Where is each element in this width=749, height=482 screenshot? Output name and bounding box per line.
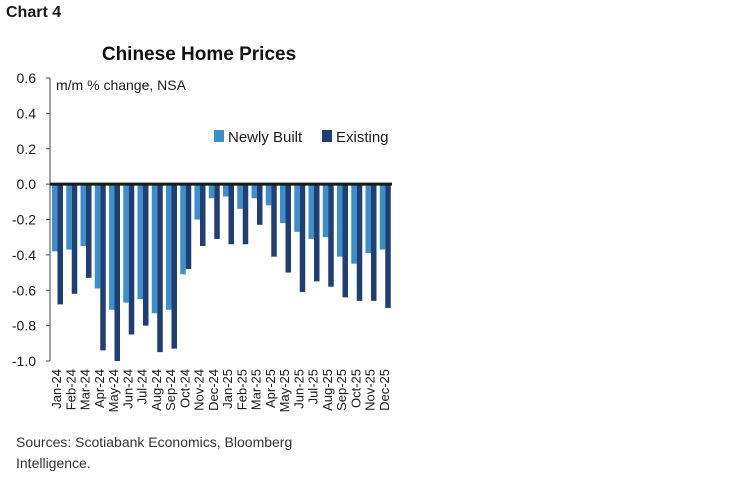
bar-existing bbox=[114, 184, 120, 361]
x-tick-label: May-25 bbox=[277, 369, 292, 412]
bar-newly-built bbox=[294, 184, 300, 232]
bar-newly-built bbox=[308, 184, 314, 239]
bar-newly-built bbox=[337, 184, 343, 257]
bar-existing bbox=[214, 184, 220, 239]
bar-existing bbox=[271, 184, 277, 257]
y-tick-label: -0.4 bbox=[12, 247, 36, 263]
source-note: Sources: Scotiabank Economics, Bloomberg… bbox=[16, 434, 293, 471]
x-tick-label: Feb-25 bbox=[234, 369, 249, 410]
x-tick-label: Apr-25 bbox=[263, 369, 278, 408]
bar-existing bbox=[200, 184, 206, 247]
bar-newly-built bbox=[208, 184, 215, 199]
x-tick-label: Nov-25 bbox=[363, 369, 378, 411]
bar-newly-built bbox=[365, 184, 371, 254]
x-tick-label: Dec-24 bbox=[206, 369, 221, 411]
bar-newly-built bbox=[109, 184, 115, 310]
bar-newly-built bbox=[223, 184, 229, 197]
y-tick-label: -0.6 bbox=[12, 282, 36, 298]
bar-newly-built bbox=[80, 184, 86, 247]
bar-newly-built bbox=[52, 184, 58, 252]
x-tick-label: Feb-24 bbox=[63, 369, 78, 410]
bar-existing bbox=[371, 184, 377, 301]
bar-newly-built bbox=[194, 184, 200, 220]
bar-newly-built bbox=[237, 184, 243, 209]
bar-existing bbox=[285, 184, 291, 273]
bar-existing bbox=[242, 184, 249, 245]
x-tick-label: Oct-25 bbox=[348, 369, 363, 408]
legend-swatch bbox=[322, 130, 332, 142]
x-tick-label: Jun-24 bbox=[120, 369, 135, 409]
legend: Newly Built Existing bbox=[214, 129, 389, 146]
chart-title: Chinese Home Prices bbox=[102, 44, 296, 65]
bar-existing bbox=[299, 184, 306, 293]
chart-number-label: Chart 4 bbox=[6, 4, 62, 21]
bar-existing bbox=[157, 184, 163, 353]
bar-newly-built bbox=[251, 184, 257, 199]
y-tick-label: 0.2 bbox=[17, 141, 37, 157]
x-tick-label: May-24 bbox=[106, 369, 121, 412]
x-tick-label: Apr-24 bbox=[92, 369, 107, 408]
bar-existing bbox=[356, 184, 363, 301]
bar-existing bbox=[257, 184, 263, 225]
y-tick-label: -1.0 bbox=[12, 353, 36, 369]
bar-newly-built bbox=[123, 184, 129, 303]
x-tick-label: Jan-24 bbox=[49, 369, 64, 409]
x-tick-label: Mar-24 bbox=[78, 369, 93, 410]
legend-label: Newly Built bbox=[228, 129, 303, 146]
bar-newly-built bbox=[351, 184, 357, 264]
bar-newly-built bbox=[137, 184, 143, 300]
bar-newly-built bbox=[166, 184, 172, 310]
bar-newly-built bbox=[180, 184, 186, 275]
bar-newly-built bbox=[66, 184, 72, 250]
legend-swatch bbox=[214, 130, 224, 142]
bar-existing bbox=[100, 184, 106, 351]
bar-existing bbox=[86, 184, 92, 278]
bar-existing bbox=[143, 184, 149, 326]
x-tick-label: Jan-25 bbox=[220, 369, 235, 409]
bar-existing bbox=[171, 184, 177, 349]
x-tick-label: Mar-25 bbox=[249, 369, 264, 410]
zero-line bbox=[50, 182, 392, 186]
bar-existing bbox=[71, 184, 78, 294]
y-tick-label: 0.6 bbox=[17, 70, 37, 86]
bar-newly-built bbox=[151, 184, 158, 314]
bar-newly-built bbox=[94, 184, 101, 289]
home-prices-chart: Chinese Home Prices m/m % change, NSA 0.… bbox=[12, 44, 392, 412]
bar-newly-built bbox=[280, 184, 286, 224]
x-tick-label: Sep-25 bbox=[334, 369, 349, 411]
x-tick-label: Jul-25 bbox=[306, 369, 321, 404]
y-tick-label: -0.2 bbox=[12, 212, 36, 228]
x-axis: Jan-24 Feb-24 Mar-24 Apr-24 May-24 Jun-24 Jul-… bbox=[49, 182, 392, 412]
bar-newly-built bbox=[322, 184, 329, 238]
legend-label: Existing bbox=[336, 129, 389, 146]
bar-existing bbox=[57, 184, 63, 305]
y-tick-label: -0.8 bbox=[12, 318, 36, 334]
x-tick-label: Aug-24 bbox=[149, 369, 164, 411]
bar-existing bbox=[328, 184, 334, 287]
x-tick-label: Aug-25 bbox=[320, 369, 335, 411]
y-axis-label: m/m % change, NSA bbox=[56, 77, 187, 93]
x-tick-label: Jun-25 bbox=[291, 369, 306, 409]
bar-existing bbox=[342, 184, 348, 298]
bar-series-group bbox=[52, 184, 391, 361]
x-tick-label: Sep-24 bbox=[163, 369, 178, 411]
bar-existing bbox=[128, 184, 135, 335]
bar-existing bbox=[314, 184, 320, 282]
x-tick-label: Oct-24 bbox=[177, 369, 192, 408]
x-tick-label: Dec-25 bbox=[377, 369, 392, 411]
bar-newly-built bbox=[379, 184, 386, 250]
bar-newly-built bbox=[265, 184, 272, 206]
bar-existing bbox=[185, 184, 192, 270]
bar-existing bbox=[228, 184, 234, 245]
y-axis: 0.6 0.4 0.2 0.0 -0.2 -0.4 -0.6 -0.8 -1.0 bbox=[12, 70, 51, 369]
y-tick-label: 0.4 bbox=[17, 105, 37, 121]
x-tick-label: Jul-24 bbox=[135, 369, 150, 404]
bar-existing bbox=[385, 184, 391, 308]
x-tick-label: Nov-24 bbox=[192, 369, 207, 411]
y-tick-label: 0.0 bbox=[17, 176, 37, 192]
